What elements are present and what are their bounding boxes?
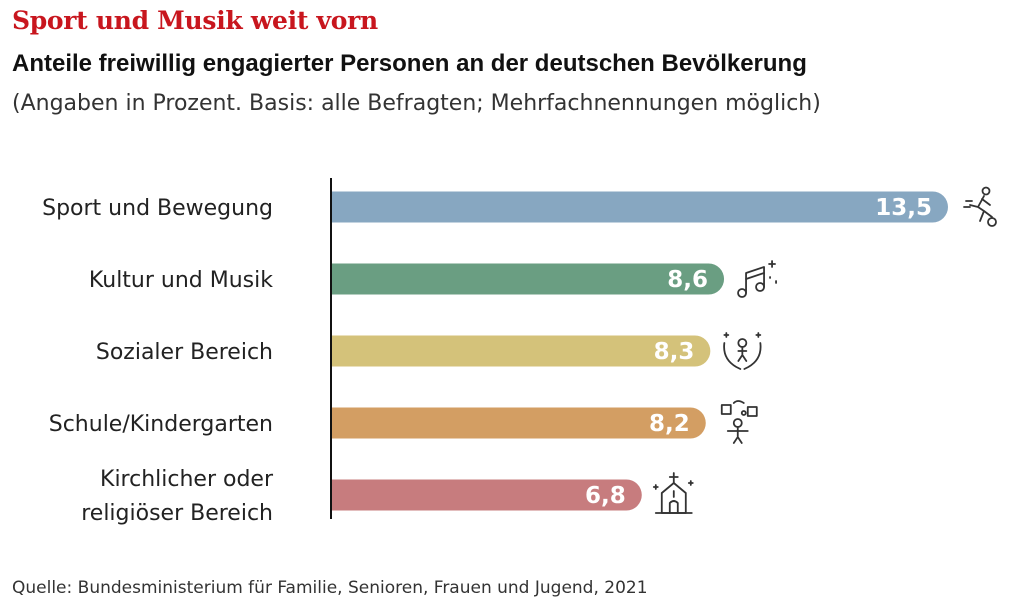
category-label-line: religiöser Bereich [81,501,273,526]
category-label-line: Sport und Bewegung [42,196,273,221]
value-label: 8,3 [654,339,695,365]
category-label: Sport und Bewegung [42,196,273,221]
value-label: 6,8 [585,483,626,509]
chart-note: (Angaben in Prozent. Basis: alle Befragt… [12,91,821,116]
category-label-line: Schule/Kindergarten [49,412,273,437]
category-label: Kirchlicher oder religiöser Bereich [81,467,274,526]
category-label: Sozialer Bereich [96,340,273,365]
category-label: Schule/Kindergarten [49,412,273,437]
category-label-line: Sozialer Bereich [96,340,273,365]
bar [331,479,642,511]
category-label-line: Kultur und Musik [89,268,273,293]
value-label: 8,2 [649,411,690,437]
category-label-line: Kirchlicher oder [100,467,274,492]
value-label: 13,5 [875,195,932,221]
value-label: 8,6 [667,267,708,293]
music-notes-icon [737,260,777,298]
soccer-player-icon [963,186,997,227]
bar [331,263,725,295]
church-icon [652,472,694,514]
bar [331,191,948,223]
source-note: Quelle: Bundesministerium für Familie, S… [12,578,648,598]
bar [331,407,706,439]
caring-hands-icon [723,332,762,370]
bar [331,335,711,367]
chart-subtitle: Anteile freiwillig engagierter Personen … [12,50,807,77]
headline: Sport und Musik weit vorn [12,6,378,35]
school-child-icon [720,400,758,444]
category-label: Kultur und Musik [89,268,273,293]
